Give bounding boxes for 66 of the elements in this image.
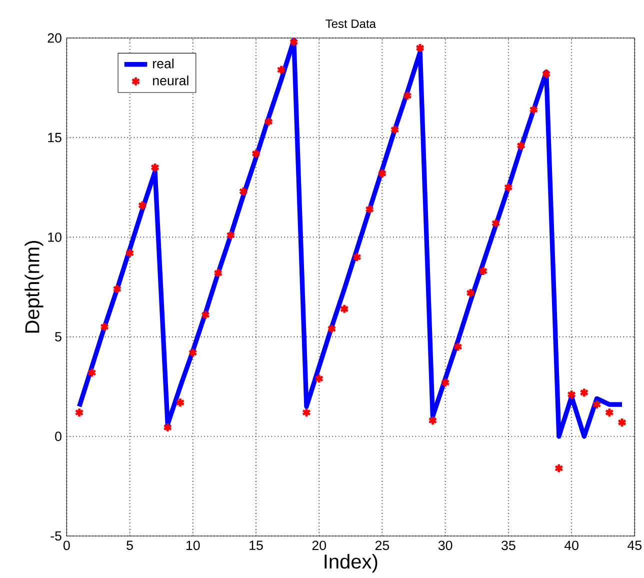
point: [491, 218, 500, 228]
point: [352, 252, 362, 262]
x-tick-label: 45: [628, 540, 642, 550]
x-tick-label: 5: [126, 540, 133, 550]
y-tick-label: 0: [55, 432, 62, 442]
point: [592, 399, 602, 410]
x-tick-label: 30: [438, 540, 452, 550]
point: [150, 162, 160, 173]
legend-label: real: [153, 58, 174, 68]
point: [542, 68, 551, 80]
point: [364, 204, 374, 215]
point: [440, 377, 450, 388]
point: [200, 310, 210, 320]
point: [566, 389, 576, 400]
point: [504, 182, 514, 193]
y-tick-label: 5: [55, 332, 62, 342]
point: [264, 116, 274, 127]
point: [289, 36, 299, 48]
point: [466, 288, 476, 298]
point: [188, 348, 198, 358]
point: [390, 124, 400, 135]
y-tick-label: 10: [48, 232, 62, 242]
point: [213, 268, 223, 278]
point: [340, 304, 350, 314]
point: [428, 415, 438, 426]
point: [176, 397, 185, 408]
line-series: [76, 38, 624, 439]
y-axis-title: Depth(nm): [24, 241, 44, 333]
point: [516, 140, 526, 151]
point: [580, 387, 589, 398]
point: [87, 367, 97, 378]
point: [226, 230, 236, 240]
x-tick-label: 40: [564, 540, 578, 550]
point: [554, 463, 564, 474]
point: [74, 407, 84, 418]
point: [138, 200, 148, 211]
point: [453, 342, 463, 352]
chart-title: Test Data: [326, 20, 376, 28]
x-tick-label: 15: [250, 540, 263, 550]
point: [125, 248, 134, 258]
y-tick-label: 15: [48, 132, 62, 142]
point: [100, 322, 110, 332]
point: [604, 407, 614, 418]
point: [415, 42, 425, 54]
point: [112, 284, 122, 294]
point: [314, 373, 324, 384]
point: [251, 148, 261, 159]
point: [276, 64, 286, 76]
x-tick-label: 35: [502, 540, 516, 550]
point: [162, 422, 172, 433]
point: [302, 407, 312, 418]
point: [238, 186, 248, 197]
x-tick-label: 25: [375, 540, 390, 550]
x-axis-title: Index): [324, 554, 378, 573]
x-tick-label: 0: [63, 540, 70, 550]
point: [529, 104, 538, 115]
point: [327, 324, 336, 334]
point: [402, 90, 412, 101]
x-tick-label: 20: [312, 540, 326, 550]
y-tick-label: 20: [48, 33, 62, 43]
point: [617, 417, 627, 428]
y-tick-label: -5: [50, 531, 62, 541]
legend-label: neural: [153, 76, 188, 86]
point: [478, 266, 488, 276]
point: [378, 168, 387, 179]
x-tick-label: 10: [186, 540, 200, 550]
